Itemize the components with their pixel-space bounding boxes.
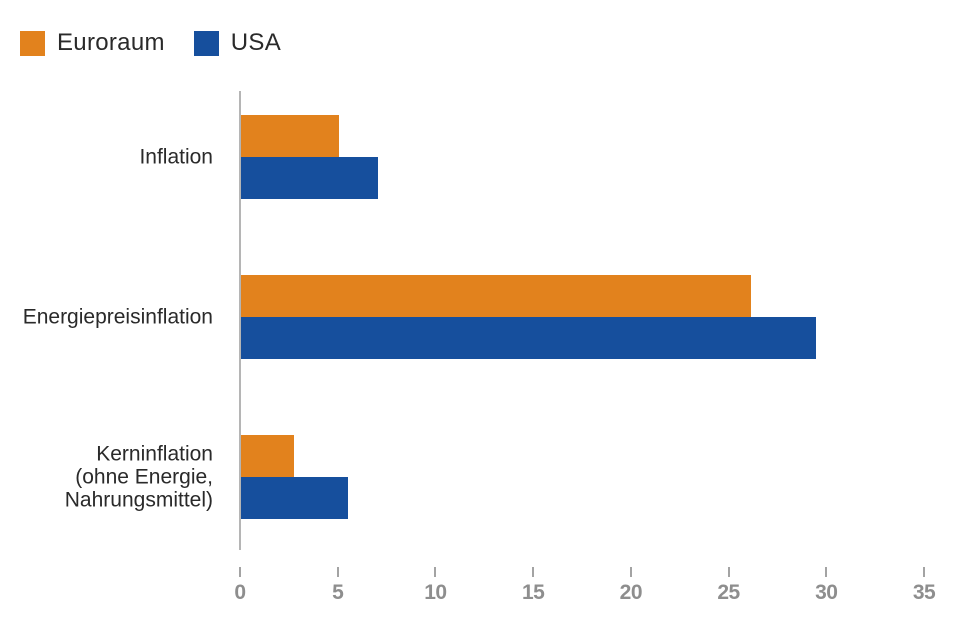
x-tick-label-25: 25	[717, 581, 740, 604]
category-label-2: Energiepreisinflation	[22, 305, 213, 329]
legend-item-usa: USA	[193, 29, 282, 57]
bar-euroraum-group2	[241, 275, 751, 317]
x-tick-label-35: 35	[912, 581, 936, 604]
x-tick-20	[629, 567, 632, 577]
bar-usa-group1	[241, 157, 378, 199]
category-label-3: Kerninflation (ohne Energie, Nahrungsmit…	[64, 442, 213, 512]
x-tick-10	[434, 567, 437, 577]
x-tick-label-30: 30	[815, 581, 838, 604]
x-tick-15	[532, 567, 535, 577]
legend-label-usa: USA	[230, 29, 282, 56]
bar-usa-group3	[241, 477, 348, 519]
x-tick-35	[923, 567, 925, 577]
legend: Euroraum USA	[20, 29, 281, 57]
x-tick-label-0: 0	[234, 581, 246, 604]
usa-swatch-icon	[193, 30, 219, 56]
legend-label-euroraum: Euroraum	[57, 29, 165, 56]
x-tick-5	[336, 567, 339, 577]
x-tick-25	[727, 567, 730, 577]
bar-euroraum-group3	[241, 435, 294, 477]
euroraum-swatch-icon	[20, 30, 45, 56]
x-tick-0	[239, 567, 241, 577]
category-label-1: Inflation	[139, 145, 213, 169]
x-tick-label-10: 10	[424, 581, 447, 604]
bar-usa-group2	[241, 317, 816, 359]
legend-item-euroraum: Euroraum	[20, 29, 165, 57]
x-tick-label-20: 20	[619, 581, 643, 604]
x-tick-30	[825, 567, 828, 577]
y-axis-line	[239, 91, 241, 550]
bar-euroraum-group1	[241, 115, 339, 157]
x-tick-label-5: 5	[332, 581, 344, 604]
x-tick-label-15: 15	[521, 581, 545, 604]
